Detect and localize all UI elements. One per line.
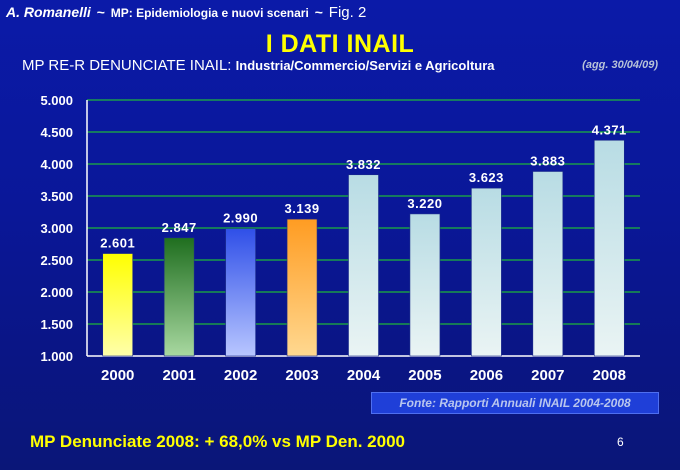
header-separator-2: ~ <box>314 4 323 20</box>
slide-title: I DATI INAIL <box>265 30 415 58</box>
header-separator: ~ <box>96 4 105 20</box>
bar <box>532 171 564 357</box>
y-tick-label: 2.500 <box>40 253 73 268</box>
update-note: (agg. 30/04/09) <box>582 59 658 71</box>
x-tick-label: 2002 <box>224 367 257 384</box>
data-label: 2.601 <box>100 236 135 251</box>
x-tick-label: 2005 <box>408 367 441 384</box>
bar-chart: 1.000 1.500 2.000 2.500 3.000 3.500 4.000 4.500… <box>40 93 640 384</box>
y-tick-label: 2.000 <box>40 285 73 300</box>
bar <box>102 253 134 357</box>
bar <box>348 174 379 357</box>
bar <box>225 228 256 357</box>
source-note: Fonte: Rapporti Annuali INAIL 2004-2008 <box>371 392 659 414</box>
data-label: 3.220 <box>407 196 442 211</box>
y-tick-label: 3.000 <box>40 221 73 236</box>
data-label: 2.990 <box>223 211 258 226</box>
y-tick-label: 1.000 <box>40 349 73 364</box>
data-label: 3.139 <box>285 201 320 216</box>
author-name: A. Romanelli <box>6 4 91 20</box>
x-tick-label: 2008 <box>593 367 626 384</box>
x-tick-label: 2006 <box>470 367 503 384</box>
bar <box>471 187 502 357</box>
y-tick-label: 5.000 <box>40 93 73 108</box>
subtitle-prefix: MP RE-R DENUNCIATE INAIL: <box>22 57 232 74</box>
data-label: 3.623 <box>469 170 504 185</box>
y-tick-label: 4.500 <box>40 125 73 140</box>
subtitle-sectors: Industria/Commercio/Servizi e Agricoltur… <box>235 58 495 73</box>
figure-number: Fig. 2 <box>328 4 367 21</box>
y-tick-label: 4.000 <box>40 157 73 172</box>
data-label: 2.847 <box>162 220 197 235</box>
bar <box>409 213 441 357</box>
bar <box>593 139 625 357</box>
chart-subtitle: MP RE-R DENUNCIATE INAIL: Industria/Comm… <box>22 57 495 74</box>
x-tick-label: 2000 <box>101 367 134 384</box>
data-label: 3.832 <box>346 157 381 172</box>
data-label: 3.883 <box>530 153 565 168</box>
x-tick-label: 2001 <box>162 367 195 384</box>
x-tick-label: 2003 <box>285 367 318 384</box>
y-tick-label: 1.500 <box>40 317 73 332</box>
bar <box>286 218 318 357</box>
conclusion-text: MP Denunciate 2008: + 68,0% vs MP Den. 2… <box>30 432 405 451</box>
bar <box>163 237 195 357</box>
x-tick-label: 2004 <box>347 367 381 384</box>
course-name: MP: Epidemiologia e nuovi scenari <box>110 6 309 20</box>
slide-header: A. Romanelli ~ MP: Epidemiologia e nuovi… <box>6 4 366 21</box>
x-tick-label: 2007 <box>531 367 564 384</box>
page-number: 6 <box>617 435 624 449</box>
y-tick-label: 3.500 <box>40 189 73 204</box>
data-label: 4.371 <box>592 122 627 137</box>
